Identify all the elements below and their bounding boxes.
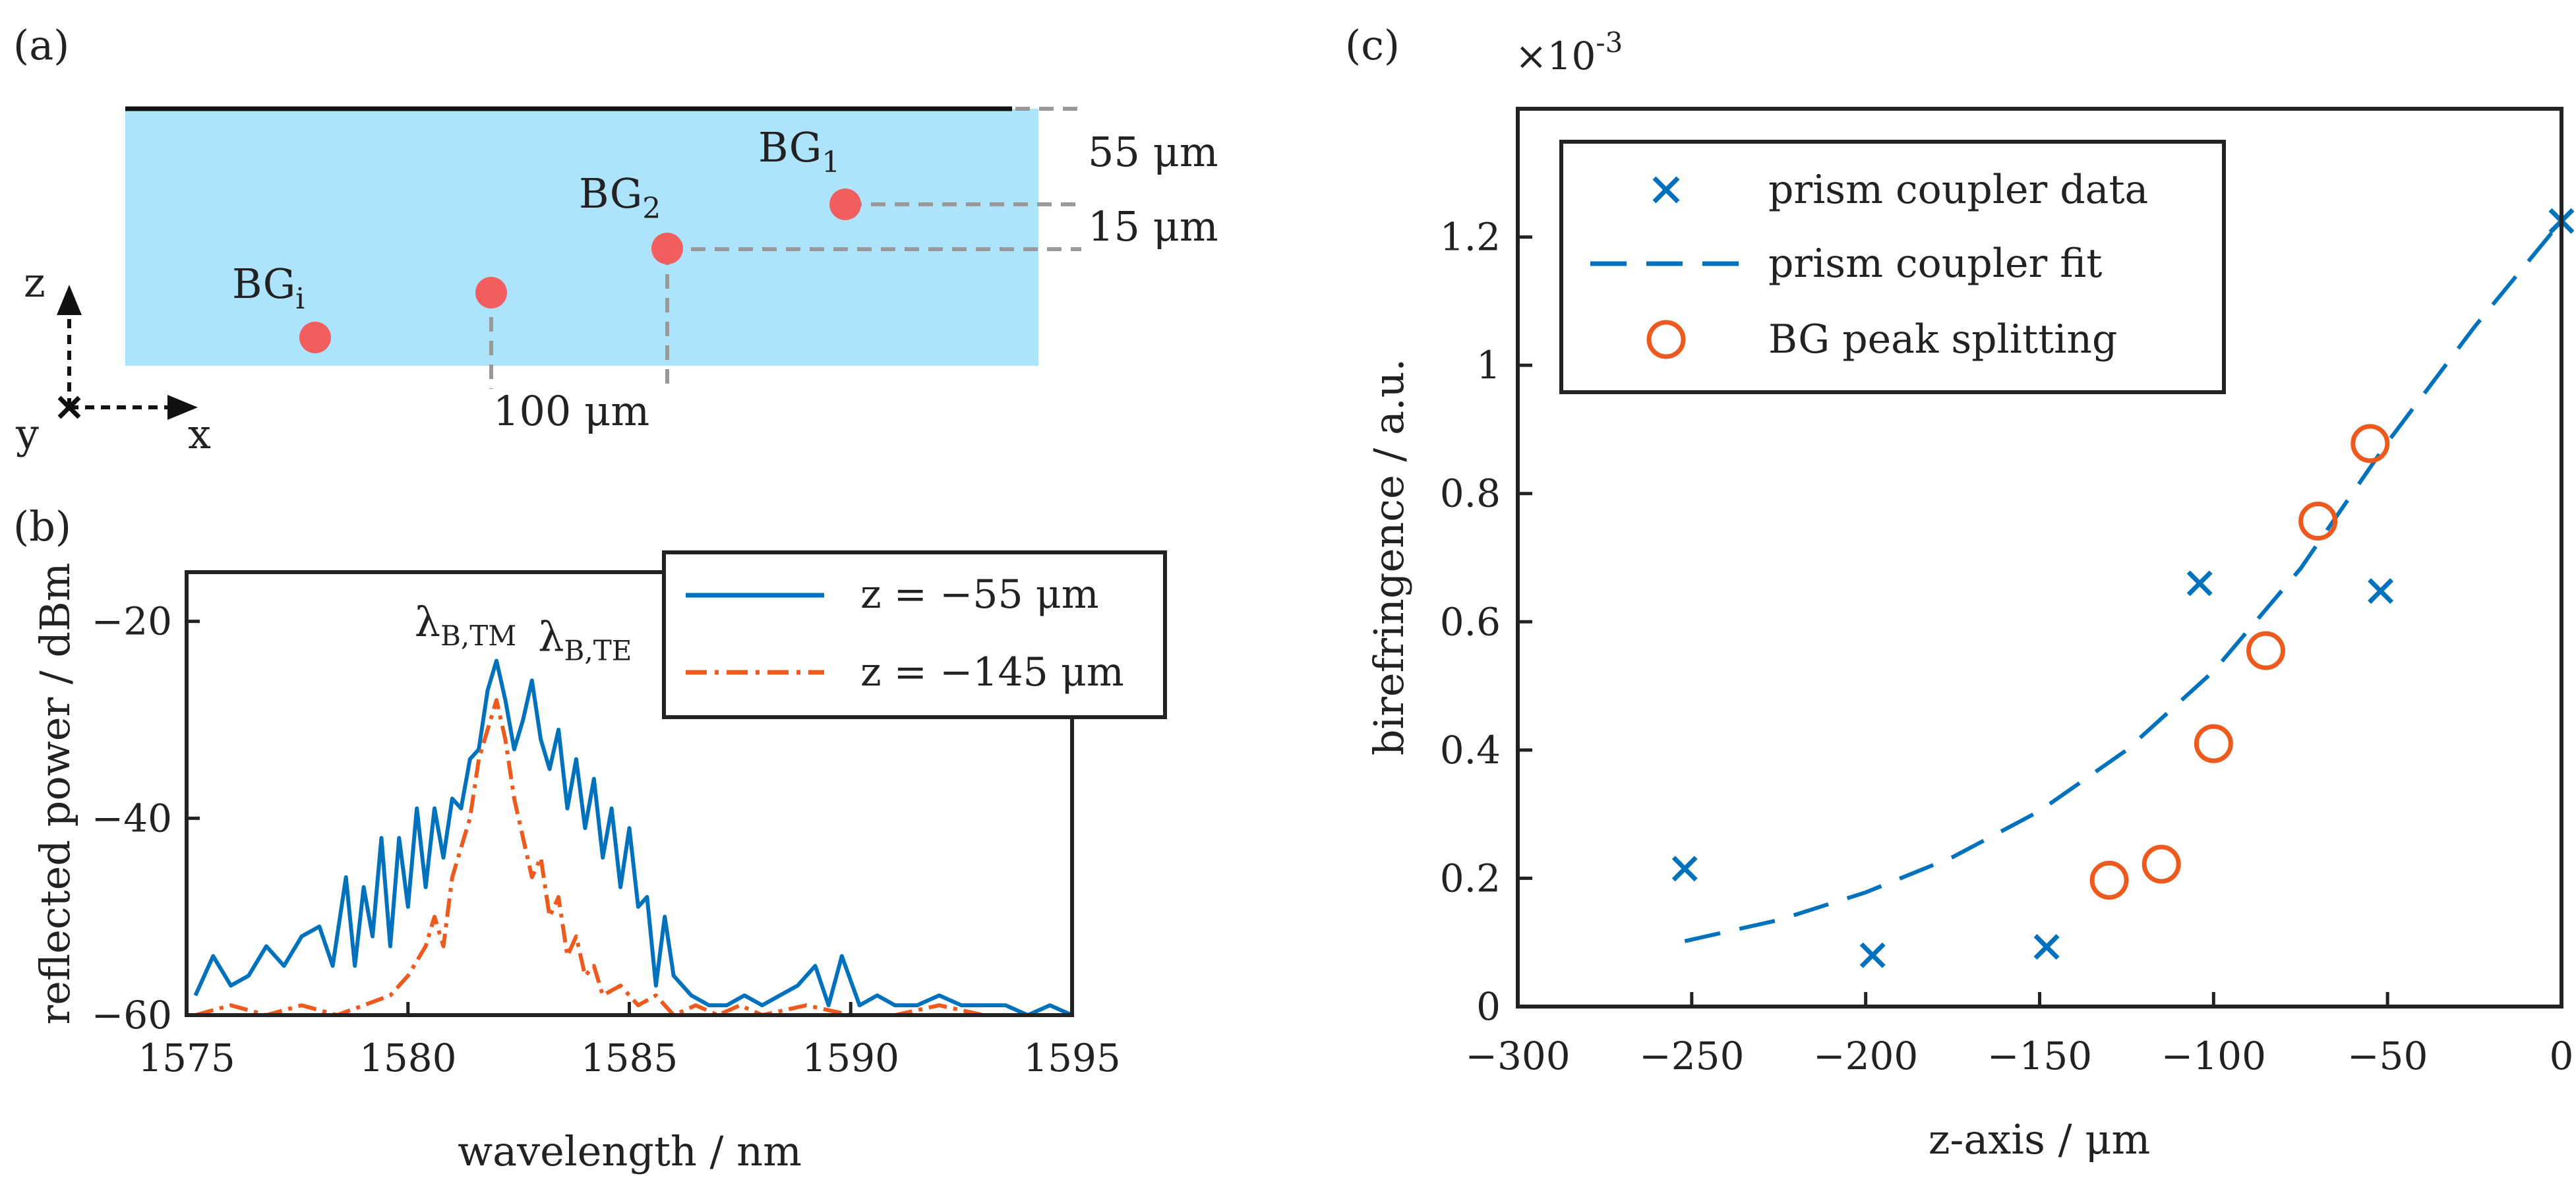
y-tick-label: 0.6 <box>1440 599 1501 644</box>
x-tick-label: −250 <box>1639 1034 1744 1078</box>
panel-b-annotations: λB,TM λB,TE <box>415 598 632 666</box>
grating-label-bgi: BGi <box>232 260 305 316</box>
y-tick-label: 0 <box>1476 984 1501 1029</box>
panel-c-label: (c) <box>1345 21 1400 69</box>
coordinate-axes: z x y <box>15 258 211 458</box>
legend-marker-cross <box>1652 176 1680 204</box>
data-point-cross <box>2033 934 2060 960</box>
data-point-circle <box>2194 724 2233 763</box>
y-tick-label: 0.8 <box>1440 471 1501 516</box>
panel-b-label: (b) <box>13 502 71 550</box>
y-tick-label: 1.2 <box>1440 215 1501 260</box>
x-tick-label: 1575 <box>138 1036 235 1080</box>
dim-label-100um: 100 μm <box>493 387 649 435</box>
grating-bgi <box>299 322 331 353</box>
peak-annotation-1: λB,TE <box>538 612 632 666</box>
y-axis-label: y <box>15 410 39 458</box>
x-tick-label: 1585 <box>581 1036 678 1080</box>
x-tick-label: −100 <box>2161 1034 2266 1078</box>
substrate-block <box>125 109 1038 366</box>
y-tick-label: −20 <box>92 599 172 644</box>
panel-b-ylabel: reflected power / dBm <box>31 563 79 1025</box>
x-tick-label: −300 <box>1465 1034 1570 1078</box>
panel-b-legend-box <box>662 550 1167 719</box>
z-axis-label: z <box>24 258 45 307</box>
panel-a: (a) BG1 BG2 BGi 55 μm 15 μm 100 μm <box>13 21 1218 458</box>
data-point-circle <box>2298 502 2338 541</box>
panel-c-ylabel: birefringence / a.u. <box>1365 359 1413 756</box>
grating-bg3 <box>475 277 507 308</box>
panel-b: (b) 1575 1580 1585 1590 1595 −60 −40 −20 wavele… <box>13 502 1167 1175</box>
data-point-circle <box>2246 631 2285 670</box>
data-point-circle <box>2089 860 2129 900</box>
panel-a-label: (a) <box>13 21 69 69</box>
dimension-lines <box>489 107 1081 389</box>
panel-c-exponent: ×10-3 <box>1515 26 1623 78</box>
legend-label-prism-fit: prism coupler fit <box>1768 241 2102 287</box>
x-tick-label: 1590 <box>802 1036 899 1080</box>
legend-label-prism-data: prism coupler data <box>1768 167 2148 213</box>
y-axis-cross-b <box>57 395 81 419</box>
x-tick-label: 1580 <box>359 1036 457 1080</box>
x-tick-label: −50 <box>2347 1034 2428 1078</box>
x-tick-label: −200 <box>1813 1034 1918 1078</box>
legend-label-z145: z = −145 μm <box>860 649 1124 695</box>
peak-annotation-0: λB,TM <box>415 598 517 652</box>
data-point-cross <box>2186 570 2213 597</box>
y-tick-label: 0.4 <box>1440 728 1501 773</box>
x-tick-label: 0 <box>2550 1034 2574 1078</box>
legend-label-z55: z = −55 μm <box>860 571 1099 618</box>
data-point-cross <box>2368 578 2394 604</box>
y-tick-label: 0.2 <box>1440 856 1501 900</box>
panel-b-xlabel: wavelength / nm <box>458 1127 802 1175</box>
panel-c-xlabel: z-axis / μm <box>1929 1115 2151 1163</box>
x-tick-label: −150 <box>1987 1034 2092 1078</box>
x-tick-label: 1595 <box>1023 1036 1121 1080</box>
data-point-cross <box>1859 942 1886 968</box>
z-axis-arrowhead <box>57 285 82 315</box>
dim-label-15um: 15 μm <box>1088 202 1218 250</box>
panel-c: (c) ×10-3 −300 −250 −200 −150 −100 −50 0 0 0.2 0.… <box>1345 21 2575 1163</box>
grating-bg1 <box>829 189 861 220</box>
series-line-0 <box>193 659 1073 1017</box>
y-tick-label: −40 <box>92 796 172 840</box>
panel-b-ticks: 1575 1580 1585 1590 1595 −60 −40 −20 <box>92 599 1121 1080</box>
dim-label-55um: 55 μm <box>1088 128 1218 176</box>
data-point-circle <box>2142 844 2181 884</box>
grating-bg2 <box>651 233 683 264</box>
legend-marker-circle <box>1646 320 1686 359</box>
data-point-cross <box>1671 856 1698 882</box>
grating-label-bg1: BG1 <box>758 123 840 179</box>
panel-c-legend: prism coupler data prism coupler fit BG … <box>1559 140 2226 394</box>
y-tick-label: −60 <box>92 993 172 1038</box>
grating-label-bg2: BG2 <box>579 169 661 225</box>
y-tick-label: 1 <box>1476 343 1501 388</box>
x-axis-label: x <box>188 410 211 458</box>
panel-c-ticks: −300 −250 −200 −150 −100 −50 0 0 0.2 0.4 0.6 0.8 1 1.… <box>1440 215 2574 1078</box>
data-point-circle <box>2351 424 2390 463</box>
legend-label-bg-splitting: BG peak splitting <box>1768 316 2117 363</box>
x-axis-arrowhead <box>167 395 198 420</box>
panel-c-series <box>1671 208 2575 968</box>
panel-b-legend: z = −55 μm z = −145 μm <box>662 550 1167 719</box>
